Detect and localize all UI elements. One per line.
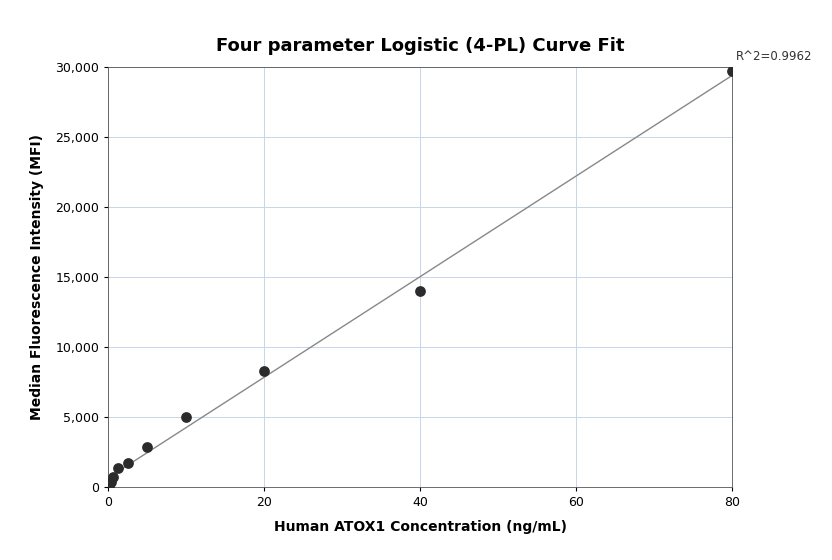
Point — [102, 481, 116, 490]
Point — [106, 473, 120, 482]
Point — [111, 464, 125, 473]
Point — [726, 67, 739, 76]
Title: Four parameter Logistic (4-PL) Curve Fit: Four parameter Logistic (4-PL) Curve Fit — [216, 36, 624, 54]
Point — [104, 478, 117, 487]
Point — [121, 459, 134, 468]
Point — [141, 442, 154, 451]
Point — [258, 367, 271, 376]
Point — [180, 413, 193, 422]
Y-axis label: Median Fluorescence Intensity (MFI): Median Fluorescence Intensity (MFI) — [30, 134, 44, 420]
Text: R^2=0.9962: R^2=0.9962 — [736, 50, 813, 63]
X-axis label: Human ATOX1 Concentration (ng/mL): Human ATOX1 Concentration (ng/mL) — [274, 520, 567, 534]
Point — [414, 287, 427, 296]
